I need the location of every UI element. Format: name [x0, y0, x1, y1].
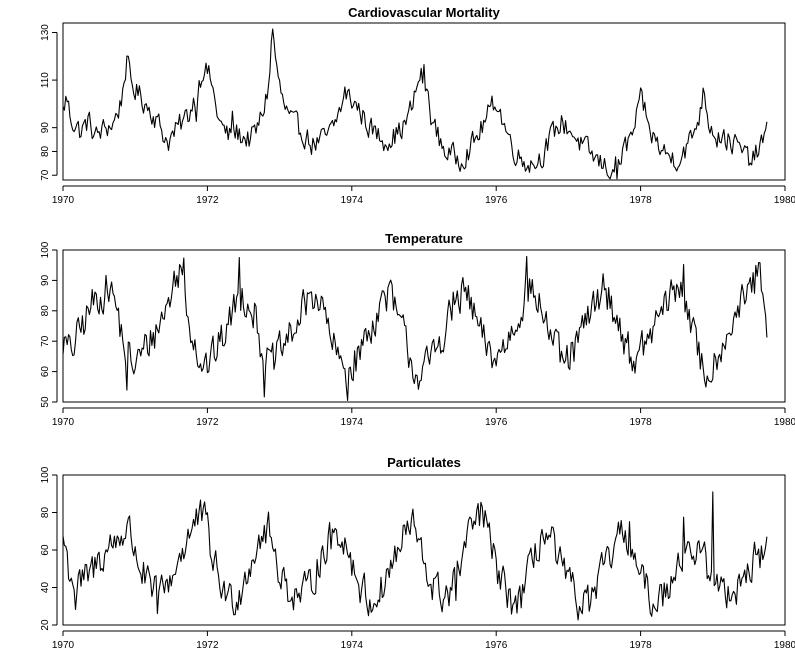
- plot-frame: [62, 474, 786, 626]
- x-tick-label: 1970: [52, 195, 75, 206]
- x-tick-label: 1970: [52, 417, 75, 428]
- x-tick-label: 1980: [774, 195, 795, 206]
- series-line: [62, 491, 768, 621]
- x-tick-label: 1976: [485, 640, 508, 651]
- x-tick-label: 1974: [341, 417, 364, 428]
- y-tick-label: 90: [40, 274, 51, 286]
- panel-title: Cardiovascular Mortality: [348, 5, 500, 20]
- x-tick-label: 1974: [341, 195, 364, 206]
- y-tick-label: 40: [40, 582, 51, 594]
- y-axis: 50 60 70 80 90 100: [40, 241, 58, 408]
- y-tick-label: 100: [40, 241, 51, 258]
- y-tick-label: 80: [40, 507, 51, 519]
- y-tick-label: 50: [40, 396, 51, 408]
- x-tick-label: 1980: [774, 417, 795, 428]
- y-tick-label: 80: [40, 305, 51, 317]
- x-tick-label: 1972: [196, 417, 219, 428]
- y-tick-label: 20: [40, 619, 51, 631]
- y-tick-label: 90: [40, 122, 51, 134]
- panel-title: Temperature: [385, 231, 463, 246]
- panel-temperature: Temperature 1970 1972 1974 1976 1978 1980 50 6…: [40, 231, 795, 428]
- x-tick-label: 1970: [52, 640, 75, 651]
- y-tick-label: 80: [40, 145, 51, 157]
- plot-frame: [62, 22, 786, 181]
- x-axis: 1970 1972 1974 1976 1978 1980: [52, 407, 795, 428]
- x-tick-label: 1976: [485, 195, 508, 206]
- series-line: [62, 255, 768, 402]
- panel-title: Particulates: [387, 455, 461, 470]
- series-line: [62, 28, 768, 180]
- x-tick-label: 1980: [774, 640, 795, 651]
- y-tick-label: 60: [40, 366, 51, 378]
- panel-particulates: Particulates 1970 1972 1974 1976 1978 1980 20…: [40, 455, 795, 651]
- y-tick-label: 110: [40, 72, 51, 88]
- x-axis: 1970 1972 1974 1976 1978 1980: [52, 185, 795, 206]
- y-tick-label: 70: [40, 335, 51, 347]
- y-axis: 70 80 90 110 130: [40, 24, 58, 181]
- x-tick-label: 1972: [196, 195, 219, 206]
- y-tick-label: 100: [40, 466, 51, 483]
- x-tick-label: 1974: [341, 640, 364, 651]
- y-axis: 20 40 60 80 100: [40, 466, 58, 631]
- y-tick-label: 70: [40, 169, 51, 181]
- x-tick-label: 1976: [485, 417, 508, 428]
- x-tick-label: 1978: [629, 640, 652, 651]
- plot-frame: [62, 249, 786, 403]
- y-tick-label: 60: [40, 544, 51, 556]
- x-tick-label: 1978: [629, 195, 652, 206]
- panel-cardiovascular-mortality: Cardiovascular Mortality 1970 1972 1974 197…: [40, 5, 795, 206]
- y-tick-label: 130: [40, 24, 51, 41]
- x-tick-label: 1972: [196, 640, 219, 651]
- x-tick-label: 1978: [629, 417, 652, 428]
- x-axis: 1970 1972 1974 1976 1978 1980: [52, 630, 795, 651]
